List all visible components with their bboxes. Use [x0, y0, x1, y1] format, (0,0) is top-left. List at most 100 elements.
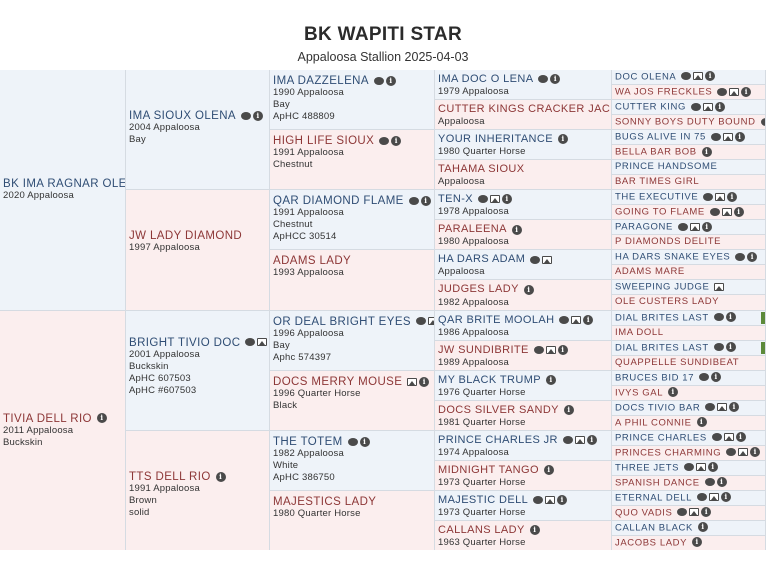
info-icon[interactable]: i	[692, 537, 703, 548]
horse-name-text[interactable]: MY BLACK TRUMP	[438, 373, 541, 386]
info-icon[interactable]: i	[725, 311, 736, 322]
info-icon[interactable]: i	[523, 284, 534, 295]
horse-name-text[interactable]: SPANISH DANCE	[615, 477, 700, 489]
horse-name[interactable]: DOCS TIVIO BAR i	[615, 401, 765, 415]
horse-name[interactable]: HA DARS ADAM	[438, 252, 611, 266]
horse-name-text[interactable]: CALLAN BLACK	[615, 522, 693, 534]
horse-name[interactable]: BELLA BAR BOB i	[615, 145, 765, 159]
horse-name-text[interactable]: MAJESTIC DELL	[438, 493, 529, 506]
info-icon[interactable]: i	[696, 417, 707, 428]
info-icon[interactable]: i	[543, 465, 554, 475]
horse-name-text[interactable]: HIGH LIFE SIOUX	[273, 135, 375, 148]
horse-name-text[interactable]: THE EXECUTIVE	[615, 191, 699, 203]
info-icon[interactable]: i	[252, 110, 263, 121]
info-icon[interactable]: i	[359, 436, 370, 447]
comment-icon[interactable]	[713, 343, 724, 352]
horse-name[interactable]: WA JOS FRECKLES i	[615, 85, 765, 99]
horse-name[interactable]: PARALEENA i	[438, 222, 611, 236]
photo-icon[interactable]	[545, 345, 556, 354]
horse-name[interactable]: MAJESTICS LADY	[273, 496, 434, 508]
horse-name-text[interactable]: THE TOTEM	[273, 435, 343, 448]
comment-icon[interactable]	[415, 317, 426, 326]
comment-icon[interactable]	[735, 252, 746, 261]
info-icon[interactable]: i	[529, 525, 540, 536]
info-icon[interactable]: i	[385, 75, 396, 86]
comment-icon[interactable]	[713, 312, 724, 321]
photo-icon[interactable]	[738, 448, 749, 457]
horse-name[interactable]: CUTTER KING i	[615, 100, 765, 114]
horse-name[interactable]: SONNY BOYS DUTY BOUNDi	[615, 115, 765, 129]
comment-icon[interactable]	[478, 195, 488, 204]
info-icon[interactable]: i	[721, 492, 732, 503]
comment-icon[interactable]	[533, 345, 544, 354]
info-icon[interactable]: i	[502, 194, 512, 205]
horse-name[interactable]: PRINCES CHARMING i	[615, 446, 765, 460]
photo-icon[interactable]	[729, 87, 740, 96]
horse-name[interactable]: QAR BRITE MOOLAH i	[438, 313, 611, 327]
info-icon[interactable]: i	[697, 522, 708, 533]
info-icon[interactable]: i	[741, 86, 752, 97]
horse-name[interactable]: IMA DAZZELENA i	[273, 75, 434, 87]
comment-icon[interactable]	[709, 207, 720, 216]
info-icon[interactable]: i	[550, 74, 561, 85]
horse-name-text[interactable]: DOC OLENA	[615, 71, 677, 83]
horse-name-text[interactable]: TAHAMA SIOUX	[438, 163, 525, 176]
comment-icon[interactable]	[684, 463, 695, 472]
horse-name[interactable]: TIVIA DELL RIO i	[3, 413, 125, 425]
photo-icon[interactable]	[693, 72, 704, 81]
horse-name[interactable]: MY BLACK TRUMP i	[438, 373, 611, 387]
comment-icon[interactable]	[697, 493, 708, 502]
horse-name-text[interactable]: IVYS GAL	[615, 387, 664, 399]
horse-name-text[interactable]: DOCS TIVIO BAR	[615, 402, 701, 414]
photo-icon[interactable]	[490, 195, 500, 204]
info-icon[interactable]: i	[750, 447, 761, 458]
horse-name[interactable]: ADAMS MARE	[615, 265, 765, 279]
info-icon[interactable]: i	[586, 434, 597, 445]
horse-name[interactable]: DOC OLENA i	[615, 70, 765, 84]
comment-icon[interactable]	[373, 76, 384, 85]
comment-icon[interactable]	[408, 197, 419, 206]
info-icon[interactable]: i	[546, 374, 556, 385]
horse-name-text[interactable]: TIVIA DELL RIO	[3, 412, 92, 425]
comment-icon[interactable]	[705, 403, 716, 412]
comment-icon[interactable]	[240, 111, 251, 120]
info-icon[interactable]: i	[701, 507, 712, 518]
horse-name-text[interactable]: JW SUNDIBRITE	[438, 343, 529, 356]
horse-name-text[interactable]: IMA DAZZELENA	[273, 75, 369, 88]
horse-name-text[interactable]: SWEEPING JUDGE	[615, 281, 710, 293]
info-icon[interactable]: i	[96, 413, 107, 424]
horse-name-text[interactable]: QAR DIAMOND FLAME	[273, 195, 404, 208]
horse-name[interactable]: BAR TIMES GIRL	[615, 175, 765, 189]
photo-icon[interactable]	[696, 463, 707, 472]
comment-icon[interactable]	[533, 496, 544, 505]
horse-name[interactable]: HIGH LIFE SIOUX i	[273, 135, 434, 147]
horse-name-text[interactable]: CALLANS LADY	[438, 523, 525, 536]
photo-icon[interactable]	[545, 496, 556, 505]
horse-name[interactable]: SWEEPING JUDGE	[615, 280, 765, 294]
info-icon[interactable]: i	[725, 342, 736, 353]
horse-name[interactable]: ETERNAL DELL i	[615, 491, 765, 505]
info-icon[interactable]: i	[419, 376, 430, 387]
horse-name-text[interactable]: TTS DELL RIO	[129, 470, 211, 483]
horse-name[interactable]: IMA SIOUX OLENA i	[129, 110, 269, 122]
horse-name-text[interactable]: JACOBS LADY	[615, 537, 688, 549]
comment-icon[interactable]	[704, 478, 715, 487]
info-icon[interactable]: i	[711, 372, 722, 383]
info-icon[interactable]: i	[420, 196, 431, 207]
comment-icon[interactable]	[347, 437, 358, 446]
comment-icon[interactable]	[245, 338, 256, 347]
horse-name-text[interactable]: QAR BRITE MOOLAH	[438, 313, 555, 326]
horse-name[interactable]: JW SUNDIBRITE i	[438, 343, 611, 357]
horse-name[interactable]: BRIGHT TIVIO DOCi	[129, 337, 269, 349]
horse-name-text[interactable]: IMA DOC O LENA	[438, 73, 534, 85]
horse-name-text[interactable]: PARALEENA	[438, 223, 507, 236]
horse-name[interactable]: CALLAN BLACK i	[615, 521, 765, 535]
horse-name[interactable]: MIDNIGHT TANGO i	[438, 463, 611, 477]
horse-name[interactable]: JW LADY DIAMOND	[129, 230, 269, 242]
comment-icon[interactable]	[559, 315, 570, 324]
horse-name-text[interactable]: BELLA BAR BOB	[615, 146, 697, 158]
horse-name[interactable]: IMA DOLL	[615, 326, 765, 340]
horse-name-text[interactable]: ADAMS MARE	[615, 266, 685, 278]
horse-name[interactable]: A PHIL CONNIE i	[615, 416, 765, 430]
